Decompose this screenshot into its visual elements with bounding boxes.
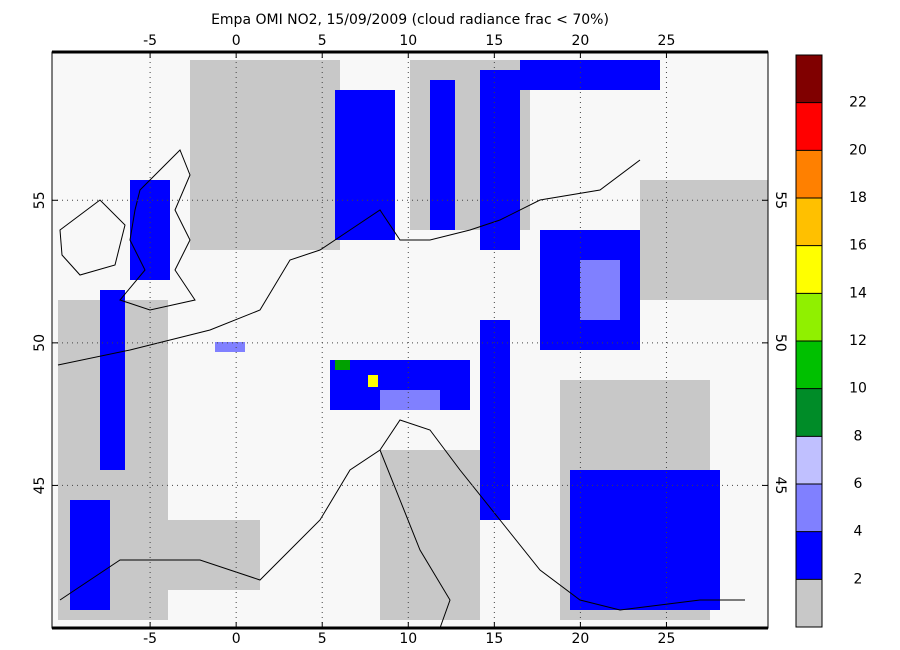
no2-pixels [480,320,510,520]
colorbar-label: 6 [854,476,863,492]
lat-tick-label: 55 [32,191,48,209]
lon-tick-label: 10 [399,631,417,647]
no2-pixels [335,90,395,240]
lon-tick-label: 5 [318,33,327,49]
lon-tick-label: -5 [143,33,157,49]
lon-tick-label: -5 [143,631,157,647]
no2-pixels [480,70,520,250]
colorbar-label: 2 [854,571,863,587]
no2-pixels [335,360,350,370]
colorbar-label: 14 [849,285,867,301]
colorbar-label: 18 [849,190,867,206]
cloud-free-area [640,180,768,300]
no2-pixels [430,80,455,230]
coastlines [57,149,745,629]
colorbar-segment [796,198,822,246]
colorbar-segment [796,150,822,198]
no2-pixels [368,375,378,387]
colorbar-segment [796,531,822,580]
colorbar-segment [796,102,822,151]
colorbar-label: 4 [854,524,863,540]
no2-pixels [70,500,110,610]
colorbar-segment [796,245,822,294]
coastline [379,449,451,629]
colorbar-segment [796,341,822,389]
colorbar-segment [796,579,822,627]
lat-tick-label: 45 [772,477,788,495]
coastline [59,419,745,611]
cloud-free-area [380,450,480,620]
no2-pixels [215,342,245,352]
lat-tick-label: 50 [32,334,48,352]
colorbar-label: 16 [849,238,867,254]
colorbar-segment [796,293,822,341]
no2-pixels [570,470,720,610]
no2-pixels [580,260,620,320]
map-title: Empa OMI NO2, 15/09/2009 (cloud radiance… [211,12,609,28]
lon-tick-label: 15 [485,33,503,49]
lon-tick-label: 25 [658,33,676,49]
lon-tick-label: 25 [658,631,676,647]
lon-tick-label: 0 [232,33,241,49]
no2-pixels [520,60,660,90]
lon-tick-label: 0 [232,631,241,647]
lon-tick-label: 15 [485,631,503,647]
coastline [57,159,641,366]
lat-tick-label: 50 [772,334,788,352]
lat-tick-label: 45 [32,477,48,495]
cloud-free-area [190,60,340,250]
colorbar-label: 12 [849,333,867,349]
lon-tick-label: 20 [571,631,589,647]
colorbar-label: 10 [849,381,867,397]
no2-pixels [100,290,125,470]
retrieval-pixels [58,60,768,620]
coastline [119,149,196,311]
no2-pixels [130,180,170,280]
colorbar-label: 8 [854,428,863,444]
colorbar-segment [796,388,822,437]
colorbar-label: 20 [849,142,867,158]
cloud-free-area [150,520,260,590]
lon-tick-label: 10 [399,33,417,49]
colorbar-label: 22 [849,95,867,111]
no2-pixels [380,390,440,410]
coastline [59,199,126,276]
colorbar-segment [796,436,822,484]
lon-tick-label: 20 [571,33,589,49]
lon-tick-label: 5 [318,631,327,647]
colorbar-segment [796,484,822,532]
lat-tick-label: 55 [772,191,788,209]
colorbar-segment [796,55,822,103]
